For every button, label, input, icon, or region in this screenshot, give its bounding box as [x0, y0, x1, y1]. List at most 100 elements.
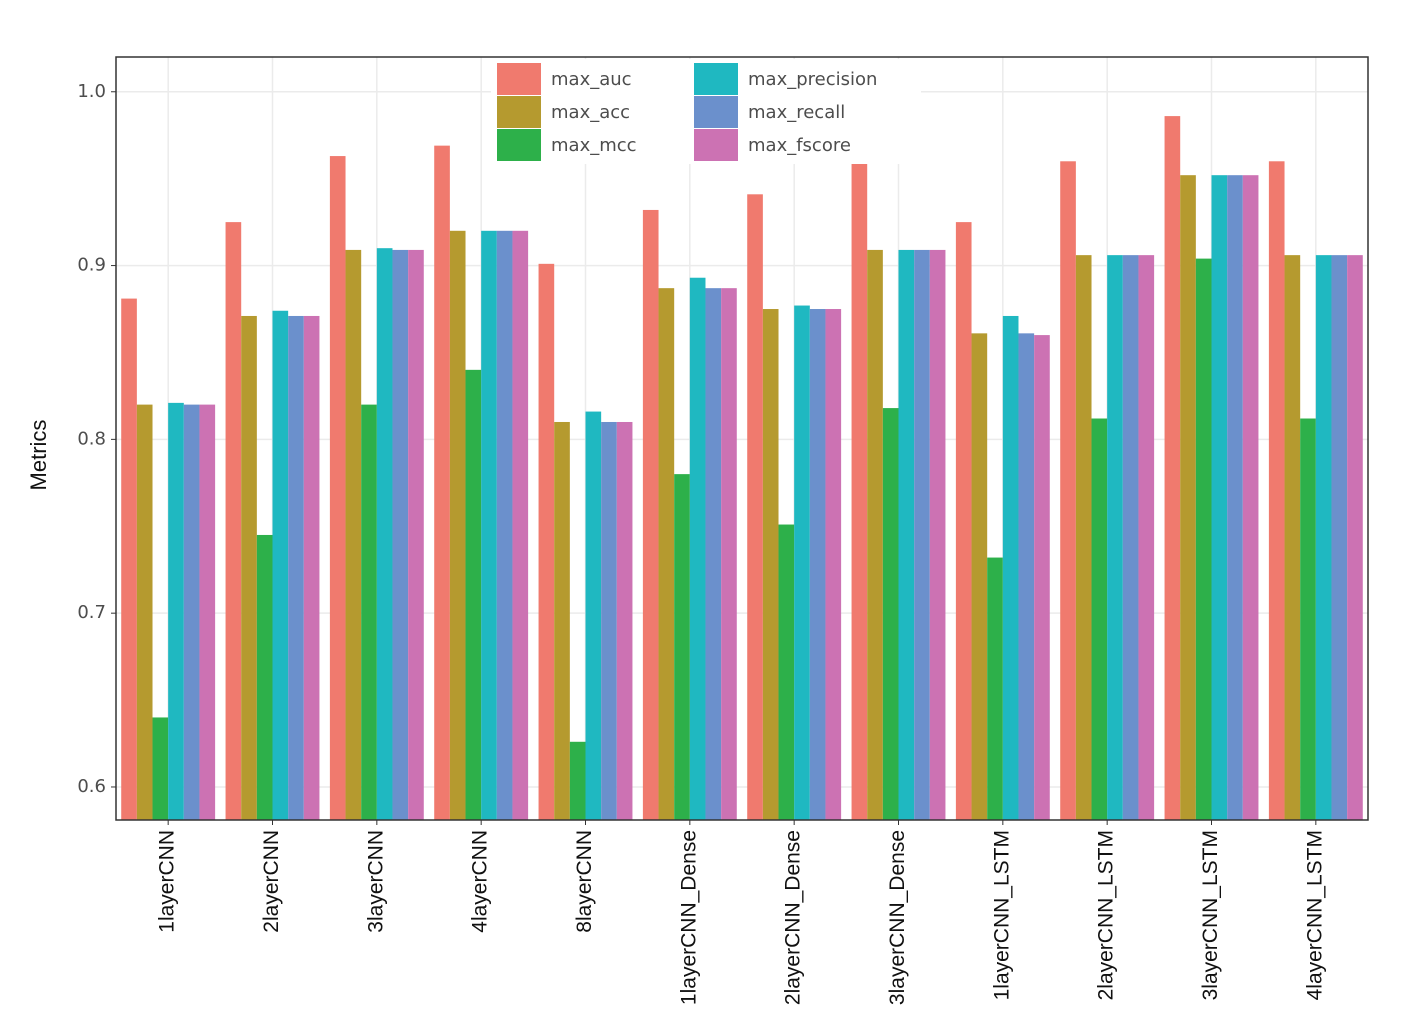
y-tick-label: 0.6 — [77, 776, 106, 797]
bar — [1034, 335, 1050, 820]
bar — [136, 404, 153, 820]
bar — [465, 369, 482, 820]
bar — [721, 288, 737, 821]
bar — [256, 534, 273, 820]
legend-key — [694, 63, 738, 95]
bar — [929, 249, 946, 820]
bar — [971, 333, 988, 820]
bar — [152, 717, 169, 820]
bar — [1075, 255, 1092, 821]
bar — [361, 404, 377, 820]
bar — [987, 557, 1003, 820]
bar — [1122, 255, 1139, 821]
bar — [914, 249, 930, 820]
bar — [1211, 175, 1228, 821]
bar — [1331, 255, 1348, 821]
bar — [1284, 255, 1301, 821]
bar — [272, 310, 289, 820]
legend-label: max_mcc — [551, 135, 637, 156]
bar — [747, 194, 763, 820]
bar — [168, 402, 184, 820]
legend-key — [694, 96, 738, 128]
bar — [569, 741, 586, 820]
legend-label: max_auc — [551, 69, 632, 90]
bar — [642, 209, 659, 820]
bar — [674, 474, 690, 820]
bar — [1018, 333, 1035, 820]
bar — [392, 249, 409, 820]
legend-label: max_fscore — [748, 135, 851, 156]
x-tick-label: 2layerCNN_Dense — [782, 830, 805, 1005]
bar — [1227, 175, 1243, 821]
legend-key — [694, 129, 738, 161]
bar — [199, 404, 216, 820]
bar — [329, 156, 346, 820]
bar — [689, 277, 706, 820]
x-tick-label: 3layerCNN_Dense — [886, 830, 909, 1005]
bar — [434, 145, 450, 821]
bar — [1315, 255, 1332, 821]
legend-key — [497, 96, 541, 128]
bar — [183, 404, 200, 820]
y-axis-title: Metrics — [26, 420, 51, 491]
bar — [762, 309, 779, 820]
bar — [825, 309, 842, 820]
bar — [225, 222, 242, 820]
panel-border — [115, 56, 1369, 821]
bar — [1164, 116, 1181, 821]
bar — [898, 249, 915, 820]
bar — [538, 263, 555, 820]
bar — [585, 411, 602, 820]
x-tick-label: 2layerCNN_LSTM — [1095, 830, 1118, 1000]
legend-label: max_recall — [748, 102, 845, 123]
bar — [867, 249, 883, 820]
y-tick-label: 0.7 — [77, 602, 106, 623]
plot-panel — [116, 57, 1368, 820]
bar — [121, 298, 137, 820]
bar — [809, 309, 826, 820]
y-tick-label: 0.8 — [77, 428, 106, 449]
x-tick-label: 1layerCNN_LSTM — [990, 830, 1013, 1000]
bar — [778, 524, 795, 820]
bar — [882, 408, 899, 820]
bar — [1180, 175, 1196, 821]
x-tick-label: 2layerCNN — [260, 830, 283, 933]
x-tick-label: 3layerCNN_LSTM — [1199, 830, 1222, 1000]
x-tick-label: 3layerCNN — [364, 830, 387, 933]
x-tick-label: 1layerCNN — [156, 830, 179, 933]
bar — [616, 421, 633, 820]
bar — [376, 248, 393, 820]
bar — [601, 421, 617, 820]
bar — [1091, 418, 1108, 820]
bar — [1300, 418, 1316, 820]
y-tick-label: 0.9 — [77, 255, 106, 276]
bar — [705, 288, 722, 821]
bar — [1195, 258, 1212, 820]
x-tick-label: 8layerCNN — [573, 830, 596, 933]
bar — [496, 230, 513, 821]
bar — [1347, 255, 1363, 821]
x-tick-label: 4layerCNN_LSTM — [1303, 830, 1326, 1000]
bar — [1268, 161, 1285, 820]
bar — [1242, 175, 1259, 821]
bar — [851, 159, 868, 820]
x-tick-label: 4layerCNN — [469, 830, 492, 933]
bar — [303, 315, 320, 820]
legend-key — [497, 63, 541, 95]
legend-label: max_acc — [551, 102, 630, 123]
bar — [658, 288, 675, 821]
bar — [1138, 255, 1155, 821]
legend-key — [497, 129, 541, 161]
legend-label: max_precision — [748, 69, 877, 90]
x-tick-label: 1layerCNN_Dense — [677, 830, 700, 1005]
bar — [449, 230, 466, 821]
bar — [288, 315, 304, 820]
bar — [1002, 315, 1019, 820]
bar — [481, 230, 497, 821]
bar — [794, 305, 810, 820]
bar — [955, 222, 972, 820]
bar — [554, 421, 570, 820]
bar — [241, 315, 257, 820]
